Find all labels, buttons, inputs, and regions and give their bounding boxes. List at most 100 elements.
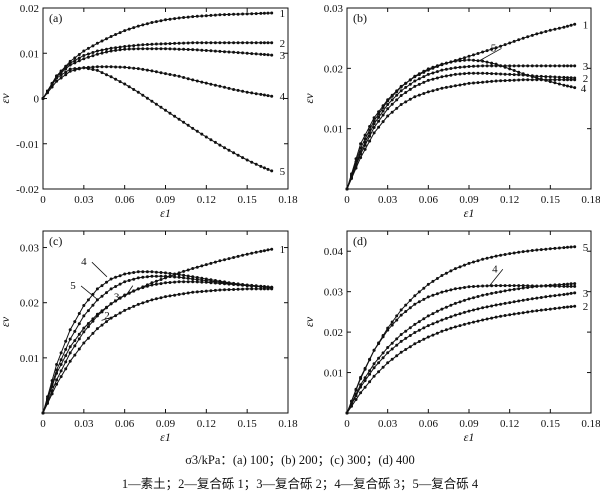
data-point — [227, 50, 231, 54]
data-point — [535, 76, 539, 80]
data-point — [105, 50, 108, 54]
data-point — [499, 64, 503, 68]
data-point — [530, 64, 534, 68]
data-point — [68, 337, 72, 341]
data-point — [467, 65, 471, 68]
series-line — [42, 12, 272, 99]
data-point — [431, 279, 435, 283]
data-point — [548, 284, 552, 288]
plot-frame — [346, 7, 592, 190]
data-point — [573, 64, 577, 68]
data-point — [86, 325, 90, 329]
data-point — [200, 41, 204, 45]
data-point — [458, 83, 462, 87]
data-point — [512, 287, 516, 291]
data-point — [159, 105, 163, 109]
data-point — [386, 107, 390, 111]
data-point — [472, 71, 475, 75]
leader-line — [80, 285, 98, 300]
panel-3: 0 0.03 0.06 0.09 0.12 0.15 0.18 0.01 0.02 0.03 0.0… — [302, 230, 600, 444]
y-tick-label: 0.03 — [20, 243, 40, 255]
data-point — [132, 277, 136, 281]
data-point — [77, 312, 81, 315]
data-point — [118, 311, 122, 315]
panel-0: 0 0.03 0.06 0.09 0.12 0.15 0.18 -0.02 -0.01 0 0.01… — [0, 3, 298, 220]
data-point — [127, 47, 131, 51]
data-point — [535, 296, 539, 300]
data-point — [426, 335, 430, 339]
data-point — [517, 287, 521, 291]
data-point — [440, 329, 444, 333]
data-point — [539, 74, 543, 78]
data-point — [426, 295, 430, 299]
data-point — [472, 308, 475, 312]
data-point — [399, 103, 403, 106]
panel-1: 0 0.03 0.06 0.09 0.12 0.15 0.18 0.01 0.02 0.03 ε1 ε… — [302, 3, 600, 220]
data-point — [105, 291, 108, 295]
data-point — [440, 75, 444, 79]
series-4 — [345, 284, 577, 415]
data-point — [517, 64, 521, 68]
data-point — [535, 309, 539, 313]
data-point — [159, 282, 163, 286]
data-point — [386, 114, 390, 118]
data-point — [377, 361, 381, 365]
data-point — [573, 86, 577, 90]
data-point — [241, 12, 245, 16]
x-tick-label: 0.12 — [500, 418, 519, 430]
data-point — [569, 23, 573, 27]
data-point — [262, 53, 266, 56]
data-point — [494, 46, 498, 50]
data-point — [73, 353, 77, 357]
data-point — [150, 42, 154, 46]
data-point — [91, 54, 95, 58]
data-point — [254, 162, 258, 166]
data-point — [413, 95, 417, 99]
data-point — [404, 310, 408, 313]
data-point — [467, 285, 471, 289]
data-point — [236, 12, 240, 16]
data-point — [453, 287, 457, 291]
data-point — [569, 305, 573, 309]
data-point — [417, 77, 421, 81]
data-point — [435, 331, 439, 335]
data-point — [521, 284, 525, 288]
data-point — [463, 56, 466, 60]
x-tick-label: 0.09 — [156, 418, 176, 430]
data-point — [159, 42, 163, 46]
data-point — [114, 65, 118, 69]
series-label: 4 — [81, 256, 87, 268]
data-point — [359, 142, 363, 146]
x-tick-label: 0 — [40, 418, 46, 430]
data-point — [132, 271, 136, 274]
data-point — [408, 78, 412, 82]
data-point — [236, 283, 240, 286]
data-point — [109, 65, 113, 69]
data-point — [236, 287, 240, 291]
data-point — [250, 160, 254, 164]
data-point — [132, 289, 136, 293]
data-point — [266, 285, 270, 289]
data-point — [359, 385, 363, 389]
data-point — [517, 73, 521, 77]
x-tick-label: 0.03 — [378, 418, 398, 430]
data-point — [209, 82, 213, 86]
series-line — [346, 285, 575, 414]
data-point — [213, 13, 217, 17]
data-point — [100, 48, 104, 52]
data-point — [381, 113, 385, 117]
data-point — [270, 286, 274, 290]
data-point — [259, 41, 263, 45]
data-point — [354, 160, 358, 164]
data-point — [50, 83, 54, 87]
series-line — [346, 72, 575, 190]
data-point — [50, 389, 54, 393]
data-point — [262, 285, 266, 289]
series-2: 2 — [345, 71, 588, 191]
data-point — [105, 47, 108, 51]
data-point — [530, 75, 534, 79]
data-point — [266, 11, 270, 15]
data-point — [55, 378, 59, 382]
panel-label: (b) — [353, 11, 367, 25]
data-point — [123, 280, 127, 284]
